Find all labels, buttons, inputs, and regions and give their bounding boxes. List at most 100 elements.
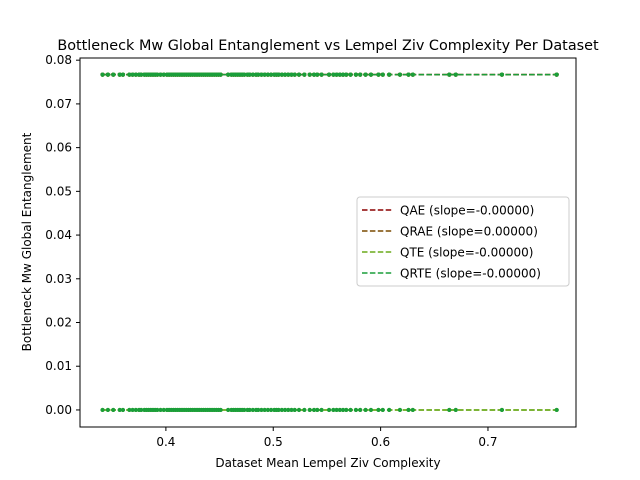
data-point — [265, 72, 270, 77]
data-point — [348, 407, 353, 413]
data-point — [286, 407, 291, 413]
data-point — [286, 72, 291, 77]
data-point — [397, 407, 403, 413]
data-point — [218, 407, 223, 413]
legend-label: QTE (slope=-0.00000) — [400, 246, 533, 260]
data-point — [155, 72, 160, 77]
data-point — [111, 407, 116, 413]
data-point — [268, 407, 274, 413]
data-point — [340, 72, 346, 77]
data-point — [292, 407, 297, 413]
data-point — [337, 72, 342, 77]
data-point — [226, 407, 231, 413]
y-tick-label: 0.06 — [45, 141, 72, 155]
data-point — [348, 72, 353, 77]
data-point — [326, 72, 332, 77]
data-point — [259, 72, 264, 77]
data-point — [315, 72, 320, 77]
data-point — [499, 72, 505, 77]
data-point — [358, 407, 363, 413]
x-axis-label: Dataset Mean Lempel Ziv Complexity — [215, 456, 440, 470]
data-point — [105, 72, 111, 77]
data-point — [296, 72, 302, 77]
data-point — [315, 407, 320, 413]
data-point — [100, 407, 105, 413]
data-point — [120, 72, 126, 77]
y-tick-label: 0.07 — [45, 97, 72, 111]
data-point — [247, 407, 252, 413]
data-point — [376, 72, 381, 77]
data-point — [340, 407, 346, 413]
y-tick-label: 0.04 — [45, 228, 72, 242]
data-point — [344, 72, 349, 77]
data-point — [250, 72, 255, 77]
data-point — [139, 72, 144, 77]
data-point — [155, 407, 160, 413]
data-point — [292, 72, 297, 77]
data-point — [130, 72, 135, 77]
data-point — [276, 72, 281, 77]
data-point — [259, 407, 264, 413]
data-point — [226, 72, 231, 77]
data-point — [453, 72, 458, 77]
x-tick-label: 0.4 — [156, 435, 175, 449]
data-point — [554, 407, 559, 413]
data-point — [447, 72, 452, 77]
y-tick-label: 0.00 — [45, 403, 72, 417]
data-point — [247, 72, 252, 77]
data-point — [117, 407, 122, 413]
data-point — [218, 72, 223, 77]
legend: QAE (slope=-0.00000) QRAE (slope=0.00000)… — [356, 196, 570, 287]
data-point — [242, 407, 247, 413]
y-tick-label: 0.08 — [45, 53, 72, 67]
data-point — [311, 72, 317, 77]
data-point — [368, 72, 374, 77]
data-point — [130, 407, 135, 413]
data-point — [380, 407, 385, 413]
data-point — [331, 72, 336, 77]
data-point — [353, 72, 359, 77]
legend-label: QRTE (slope=-0.00000) — [400, 267, 541, 281]
data-point — [289, 72, 294, 77]
data-point — [499, 407, 505, 413]
data-point — [331, 407, 336, 413]
data-point — [410, 72, 415, 77]
x-tick-label: 0.5 — [264, 435, 283, 449]
x-tick-label: 0.6 — [371, 435, 390, 449]
data-point — [265, 407, 270, 413]
data-point — [334, 72, 339, 77]
data-point — [250, 407, 255, 413]
data-point — [406, 407, 411, 413]
data-point — [302, 72, 307, 77]
data-point — [368, 407, 374, 413]
data-point — [161, 407, 166, 413]
data-point — [127, 407, 132, 413]
data-point — [337, 407, 342, 413]
data-point — [117, 72, 122, 77]
data-point — [319, 72, 324, 77]
y-tick-label: 0.01 — [45, 359, 72, 373]
data-point — [161, 72, 166, 77]
x-tick-label: 0.7 — [478, 435, 497, 449]
y-axis: 0.00 0.01 0.02 0.03 0.04 0.05 0.06 0.07 0.08 — [45, 53, 80, 417]
data-point — [282, 407, 288, 413]
data-point — [311, 407, 317, 413]
data-point — [120, 407, 126, 413]
data-point — [307, 72, 312, 77]
legend-box — [356, 196, 570, 287]
y-tick-label: 0.05 — [45, 184, 72, 198]
data-point — [363, 407, 368, 413]
x-axis: 0.4 0.5 0.6 0.7 — [156, 427, 498, 449]
data-point — [282, 72, 288, 77]
data-point — [406, 72, 411, 77]
data-point — [387, 72, 392, 77]
data-point — [256, 72, 261, 77]
data-point — [319, 407, 324, 413]
data-point — [397, 72, 403, 77]
data-point — [344, 407, 349, 413]
data-point — [363, 72, 368, 77]
data-points — [100, 72, 559, 413]
data-point — [353, 407, 359, 413]
data-point — [158, 407, 163, 413]
